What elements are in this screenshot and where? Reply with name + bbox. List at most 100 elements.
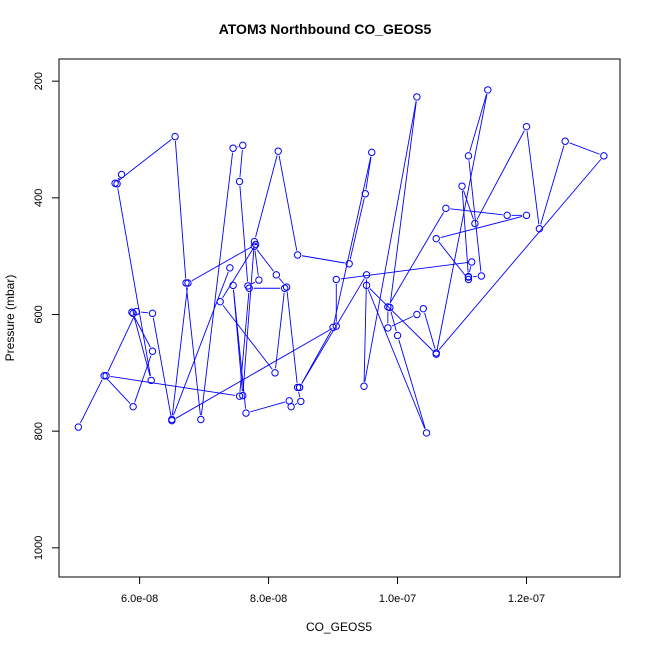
data-point bbox=[384, 303, 392, 311]
series-line-segment bbox=[233, 289, 243, 392]
data-point bbox=[100, 372, 108, 380]
series-line-segment bbox=[398, 339, 426, 429]
series-line-segment bbox=[391, 315, 413, 327]
data-point bbox=[128, 308, 136, 316]
data-point bbox=[216, 297, 224, 306]
series-line-segment bbox=[175, 328, 333, 419]
data-point bbox=[362, 281, 371, 290]
data-point bbox=[464, 275, 473, 284]
data-point bbox=[484, 86, 492, 94]
series-line-segment bbox=[450, 208, 503, 216]
series-line-segment bbox=[254, 250, 259, 276]
data-point bbox=[332, 322, 340, 330]
series-line-segment bbox=[239, 292, 250, 392]
data-point bbox=[132, 307, 141, 316]
series-line-segment bbox=[222, 248, 254, 299]
series-line-segment bbox=[540, 145, 565, 225]
data-point bbox=[102, 372, 110, 380]
data-point bbox=[368, 148, 376, 157]
series-line-segment bbox=[389, 101, 417, 304]
data-point bbox=[184, 279, 192, 287]
series-line-segment bbox=[569, 142, 600, 155]
data-point bbox=[226, 264, 234, 272]
series-line-segment bbox=[133, 317, 151, 377]
series-line-segment bbox=[256, 249, 274, 272]
series-line-segment bbox=[369, 288, 434, 352]
x-tick-label: 6.0e-08 bbox=[121, 593, 158, 605]
data-point bbox=[285, 397, 293, 405]
data-point bbox=[329, 323, 337, 332]
series-line-segment bbox=[255, 155, 278, 238]
data-point bbox=[384, 324, 392, 332]
series-line-segment bbox=[200, 152, 234, 416]
data-point bbox=[282, 283, 291, 291]
data-point bbox=[393, 331, 402, 340]
data-point bbox=[117, 170, 126, 179]
series-line-segment bbox=[476, 130, 525, 220]
data-point bbox=[600, 152, 608, 160]
series-line-segment bbox=[118, 138, 172, 181]
data-point bbox=[413, 93, 421, 101]
data-point bbox=[332, 275, 340, 284]
data-point bbox=[147, 376, 155, 385]
data-point bbox=[422, 429, 431, 437]
series-line-segment bbox=[468, 160, 482, 272]
data-point bbox=[242, 409, 250, 417]
y-tick-label: 400 bbox=[33, 189, 45, 207]
series-line-segment bbox=[239, 185, 249, 282]
series-line-segment bbox=[340, 262, 468, 280]
data-point bbox=[148, 309, 157, 318]
data-point bbox=[297, 397, 305, 406]
series-line-segment bbox=[186, 287, 201, 416]
data-point bbox=[129, 402, 137, 411]
y-axis: 200 400 600 800 1000 bbox=[33, 72, 59, 560]
series-line-segment bbox=[117, 177, 120, 180]
series-line-segment bbox=[140, 311, 149, 314]
series-line-segment bbox=[174, 141, 187, 279]
data-point bbox=[522, 122, 531, 131]
series-line-segment bbox=[294, 403, 298, 405]
data-point bbox=[235, 392, 244, 400]
series-line-segment bbox=[424, 312, 436, 349]
data-point bbox=[229, 144, 237, 152]
series-line-segment bbox=[79, 379, 103, 424]
data-point bbox=[229, 281, 237, 290]
data-point bbox=[345, 260, 353, 268]
series-line-segment bbox=[191, 246, 252, 282]
data-point bbox=[171, 132, 179, 141]
data-point bbox=[361, 190, 369, 198]
series-line-segment bbox=[106, 378, 131, 404]
data-point bbox=[111, 179, 119, 187]
series-line-segment bbox=[389, 211, 445, 304]
data-point bbox=[280, 284, 289, 292]
series-line-segment bbox=[301, 255, 345, 264]
series-layer bbox=[74, 86, 608, 437]
series-line-segment bbox=[242, 246, 255, 392]
series-line-segment bbox=[298, 391, 301, 398]
data-point bbox=[477, 272, 486, 280]
x-tick-label: 1.0e-07 bbox=[379, 593, 416, 605]
series-line-segment bbox=[438, 241, 467, 277]
series-line-segment bbox=[110, 375, 236, 396]
x-axis-label: CO_GEOS5 bbox=[306, 620, 372, 634]
data-point bbox=[74, 423, 83, 431]
data-point bbox=[274, 147, 282, 155]
data-point bbox=[182, 279, 190, 287]
data-point bbox=[271, 369, 279, 377]
x-tick-label: 8.0e-08 bbox=[250, 593, 287, 605]
series-line-segment bbox=[440, 216, 523, 238]
series-line-segment bbox=[107, 315, 135, 372]
series-line-segment bbox=[171, 287, 188, 416]
data-point bbox=[464, 272, 473, 281]
data-point bbox=[561, 137, 569, 145]
chart-title: ATOM3 Northbound CO_GEOS5 bbox=[219, 21, 432, 37]
series-line-segment bbox=[333, 156, 372, 324]
data-point bbox=[235, 177, 244, 186]
series-line-segment bbox=[117, 188, 151, 377]
series-line-segment bbox=[468, 266, 472, 273]
data-point bbox=[293, 251, 302, 259]
series-line-segment bbox=[364, 101, 417, 382]
data-point bbox=[413, 310, 421, 319]
series-line-segment bbox=[133, 315, 151, 348]
y-tick-label: 1000 bbox=[33, 536, 45, 560]
